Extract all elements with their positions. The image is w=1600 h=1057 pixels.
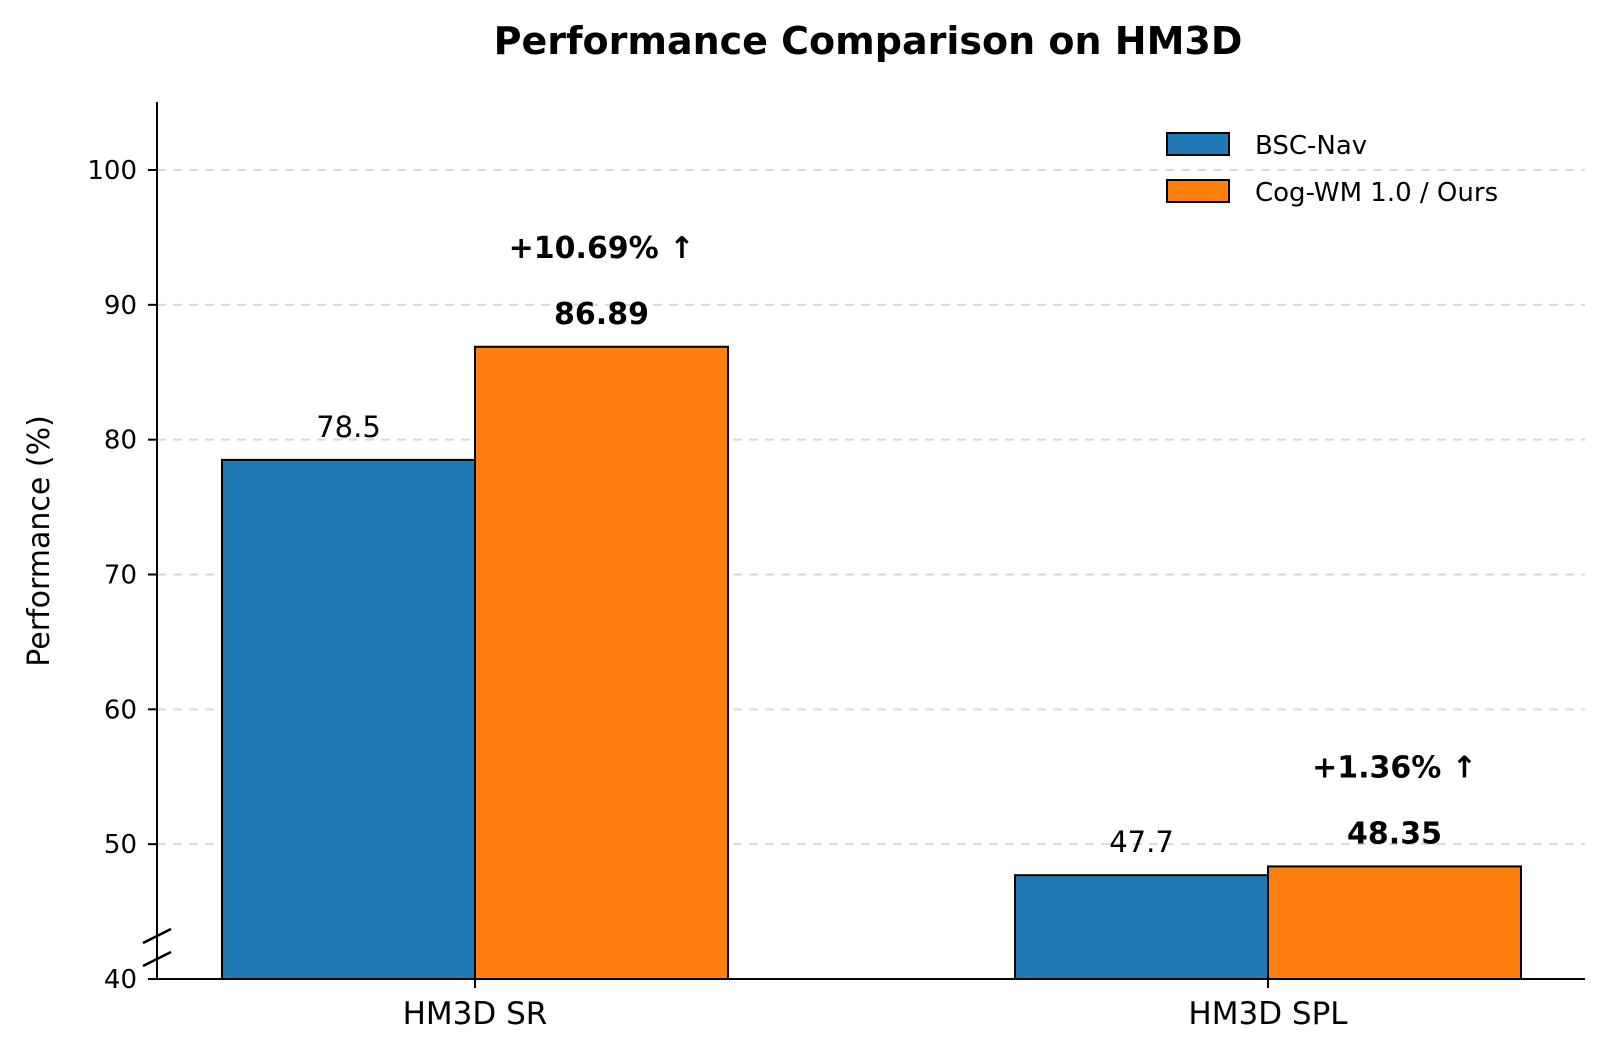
axis-break-mark	[142, 950, 172, 968]
x-tick-label: HM3D SPL	[1188, 996, 1348, 1032]
value-label: 78.5	[316, 410, 381, 444]
legend-label: BSC-Nav	[1255, 131, 1367, 161]
x-tick-label: HM3D SR	[403, 996, 548, 1032]
chart-title: Performance Comparison on HM3D	[494, 19, 1243, 63]
bar-bsc-nav-0	[221, 458, 476, 980]
y-tick-label: 100	[87, 156, 137, 186]
y-tick-label: 80	[104, 426, 137, 456]
legend-swatch	[1166, 132, 1230, 156]
value-label: 48.35	[1347, 816, 1442, 851]
y-tick-label: 60	[104, 695, 137, 725]
value-label: 47.7	[1109, 825, 1174, 859]
axis-break-mark	[142, 927, 172, 945]
legend-label: Cog-WM 1.0 / Ours	[1255, 178, 1498, 208]
bar-cog-wm-0	[474, 345, 729, 981]
y-tick-label: 90	[104, 291, 137, 321]
grid-lines	[157, 169, 1585, 846]
y-tick-label: 50	[104, 830, 137, 860]
bar-cog-wm-1	[1267, 865, 1522, 981]
legend: BSC-Nav Cog-WM 1.0 / Ours	[1166, 131, 1498, 208]
value-label: 86.89	[554, 297, 649, 332]
y-tick-label: 40	[104, 965, 137, 995]
bars	[221, 345, 1522, 981]
improvement-label: +1.36% ↑	[1312, 750, 1477, 785]
y-tick-label: 70	[104, 561, 137, 591]
axes: 40 50 60 70 80 90 100 HM3D SR HM3D SPL	[87, 102, 1585, 1032]
legend-swatch	[1166, 179, 1230, 203]
data-labels: 78.5 86.89 +10.69% ↑ 47.7 48.35 +1.36% ↑	[316, 231, 1477, 859]
improvement-label: +10.69% ↑	[509, 231, 695, 266]
bar-bsc-nav-1	[1014, 874, 1269, 981]
y-axis-label: Performance (%)	[22, 415, 57, 667]
